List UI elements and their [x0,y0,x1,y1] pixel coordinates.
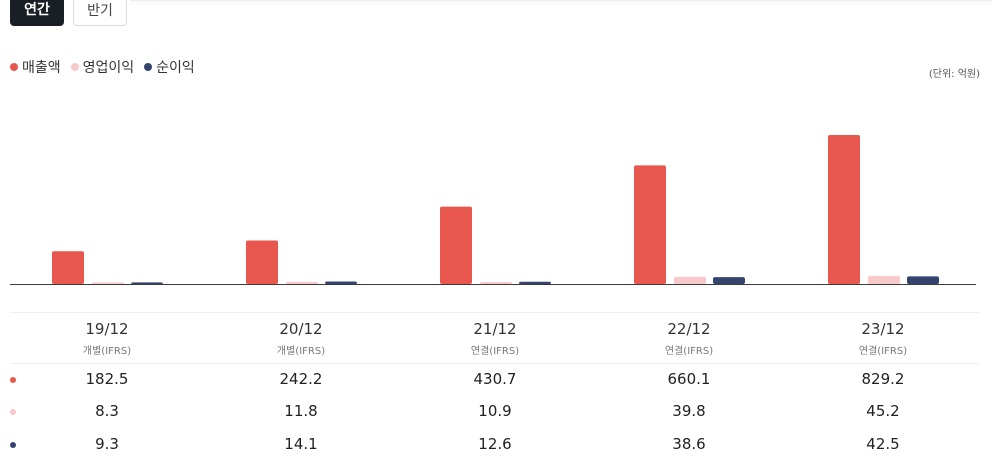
value-cell-operating-profit-20-12: 11.8 [284,402,318,420]
tab-annual[interactable]: 연간 [10,0,64,26]
period-label: 20/12 [279,320,323,338]
value-cell-net-income-22-12: 38.6 [672,435,706,453]
bar-revenue-21-12[interactable] [440,206,472,284]
value-cell-operating-profit-22-12: 39.8 [672,402,706,420]
value-cell-revenue-23-12: 829.2 [861,370,905,388]
table-row-net-income: 9.3 14.1 12.6 38.6 42.5 [0,429,992,461]
bar-revenue-23-12[interactable] [828,135,860,284]
bar-net-income-19-12[interactable] [131,282,163,284]
bar-operating-profit-19-12[interactable] [92,282,124,285]
value-cell-operating-profit-21-12: 10.9 [478,402,512,420]
legend-item-revenue[interactable]: 매출액 [10,57,61,77]
legend-dot-net-income [144,63,153,71]
column-header-20-12: 20/12 개별(IFRS) [204,320,398,357]
legend-label-operating-profit: 영업이익 [82,60,135,76]
column-header-19-12: 19/12 개별(IFRS) [10,320,204,357]
value-cell-revenue-20-12: 242.2 [279,370,323,388]
table-row-revenue: 182.5 242.2 430.7 660.1 829.2 [0,364,992,396]
period-label: 22/12 [667,320,711,338]
accounting-basis-label: 연결(IFRS) [664,346,714,357]
bar-net-income-22-12[interactable] [713,277,745,284]
bar-operating-profit-20-12[interactable] [286,281,318,284]
legend-label-net-income: 순이익 [156,60,195,76]
bar-net-income-21-12[interactable] [519,281,551,284]
legend-dot-revenue [10,63,18,71]
value-cell-net-income-19-12: 9.3 [95,435,119,453]
period-label: 23/12 [861,320,905,338]
value-cell-operating-profit-19-12: 8.3 [95,402,119,420]
column-header-21-12: 21/12 연결(IFRS) [398,320,592,357]
column-header-22-12: 22/12 연결(IFRS) [592,320,786,357]
column-header-23-12: 23/12 연결(IFRS) [786,320,980,357]
accounting-basis-label: 연결(IFRS) [858,346,908,357]
accounting-basis-label: 개별(IFRS) [276,346,326,357]
top-divider [130,0,992,1]
value-cell-revenue-19-12: 182.5 [85,370,129,388]
legend-label-revenue: 매출액 [22,60,61,76]
table-row-operating-profit: 8.3 11.8 10.9 39.8 45.2 [0,396,992,428]
value-cell-revenue-21-12: 430.7 [473,370,517,388]
period-label: 21/12 [473,320,517,338]
value-cell-operating-profit-23-12: 45.2 [866,402,900,420]
bar-revenue-19-12[interactable] [52,251,84,284]
legend-dot-operating-profit [70,63,79,71]
financial-bar-chart [10,135,976,285]
chart-legend: 매출액 영업이익 순이익 [10,57,195,77]
legend-item-operating-profit[interactable]: 영업이익 [70,57,135,77]
bar-operating-profit-21-12[interactable] [480,282,512,284]
bar-revenue-20-12[interactable] [246,240,278,284]
value-cell-net-income-23-12: 42.5 [866,435,900,453]
table-top-divider [10,312,980,313]
value-cell-net-income-20-12: 14.1 [284,435,318,453]
row-series-dot [10,409,16,415]
unit-label: (단위: 억원) [928,69,980,80]
top-divider-shadow [130,0,992,6]
bar-operating-profit-23-12[interactable] [868,275,900,284]
period-label: 19/12 [85,320,129,338]
bar-operating-profit-22-12[interactable] [674,276,706,284]
row-series-dot [10,442,16,448]
legend-item-net-income[interactable]: 순이익 [144,57,195,77]
table-header-divider [10,363,980,364]
row-series-dot [10,377,16,383]
period-tab-bar: 연간 반기 [0,0,992,30]
accounting-basis-label: 개별(IFRS) [82,346,132,357]
bar-revenue-22-12[interactable] [634,165,666,284]
tab-semiannual[interactable]: 반기 [73,0,127,26]
value-cell-net-income-21-12: 12.6 [478,435,512,453]
bar-net-income-23-12[interactable] [907,276,939,284]
value-cell-revenue-22-12: 660.1 [667,370,711,388]
bar-net-income-20-12[interactable] [325,281,357,284]
accounting-basis-label: 연결(IFRS) [470,346,520,357]
